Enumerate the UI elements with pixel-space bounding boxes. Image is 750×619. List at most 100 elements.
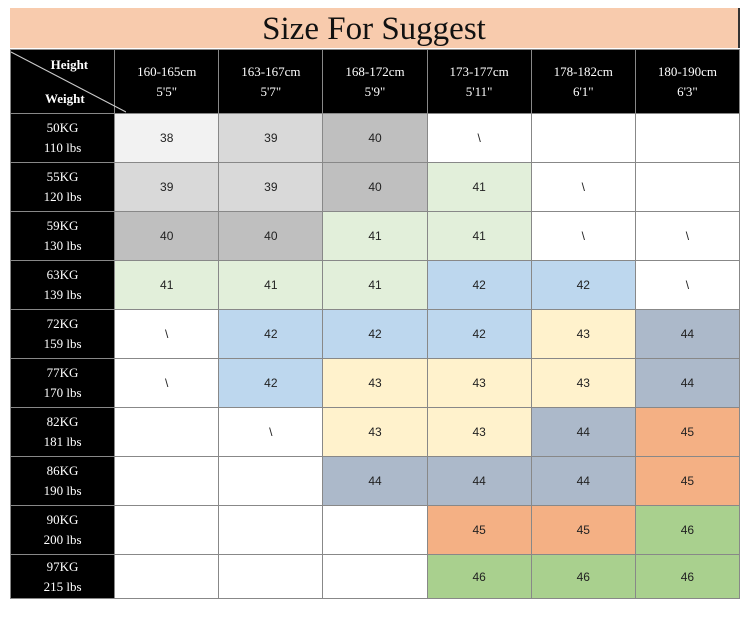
- column-header: 180-190cm 6'3": [634, 49, 741, 114]
- weight-lbs: 159 lbs: [43, 336, 82, 351]
- size-cell: 42: [530, 260, 636, 310]
- size-cell: [322, 554, 428, 599]
- page-title: Size For Suggest: [10, 8, 740, 48]
- height-cm: 160-165cm: [137, 63, 197, 79]
- size-cell: \: [530, 211, 636, 261]
- size-cell: 40: [322, 162, 428, 212]
- weight-header: 77KG 170 lbs: [9, 358, 116, 408]
- weight-lbs: 181 lbs: [43, 434, 82, 449]
- size-cell: 39: [114, 162, 220, 212]
- size-cell: [634, 113, 741, 163]
- column-header: 160-165cm 5'5": [114, 49, 220, 114]
- weight-lbs: 110 lbs: [43, 140, 82, 155]
- size-cell: [218, 554, 324, 599]
- size-cell: [114, 554, 220, 599]
- weight-header: 97KG 215 lbs: [9, 554, 116, 599]
- weight-header: 82KG 181 lbs: [9, 407, 116, 457]
- size-cell: [634, 162, 741, 212]
- weight-kg: 55KG: [46, 169, 79, 184]
- weight-header: 63KG 139 lbs: [9, 260, 116, 310]
- weight-header: 72KG 159 lbs: [9, 309, 116, 359]
- height-ft: 6'3": [677, 83, 698, 99]
- column-header: 168-172cm 5'9": [322, 49, 428, 114]
- height-cm: 180-190cm: [657, 63, 718, 79]
- column-header: 173-177cm 5'11": [426, 49, 532, 114]
- size-cell: \: [634, 211, 741, 261]
- size-cell: 41: [426, 211, 532, 261]
- size-cell: 42: [426, 260, 532, 310]
- weight-header: 55KG 120 lbs: [9, 162, 116, 212]
- size-cell: 39: [218, 113, 324, 163]
- size-cell: 40: [218, 211, 324, 261]
- weight-kg: 72KG: [46, 316, 79, 331]
- size-cell: [530, 113, 636, 163]
- size-cell: 41: [322, 211, 428, 261]
- weight-kg: 86KG: [46, 463, 79, 478]
- size-cell: [114, 456, 220, 506]
- table-row: 59KG 130 lbs 40 40 41 41 \ \: [9, 211, 741, 261]
- weight-kg: 90KG: [46, 512, 79, 527]
- size-cell: 46: [634, 505, 741, 555]
- size-cell: \: [114, 309, 220, 359]
- size-cell: 41: [218, 260, 324, 310]
- weight-header: 59KG 130 lbs: [9, 211, 116, 261]
- size-cell: 40: [114, 211, 220, 261]
- size-cell: 45: [634, 456, 741, 506]
- size-cell: 43: [322, 358, 428, 408]
- weight-lbs: 190 lbs: [43, 483, 82, 498]
- height-cm: 173-177cm: [449, 63, 509, 79]
- corner-cell: Height Weight: [9, 49, 126, 114]
- size-cell: 44: [634, 358, 741, 408]
- size-cell: 44: [530, 456, 636, 506]
- weight-lbs: 139 lbs: [43, 287, 82, 302]
- height-cm: 163-167cm: [241, 63, 301, 79]
- table-row: 50KG 110 lbs 38 39 40 \: [9, 113, 741, 163]
- size-cell: 44: [634, 309, 741, 359]
- weight-lbs: 130 lbs: [43, 238, 82, 253]
- weight-kg: 63KG: [46, 267, 79, 282]
- height-ft: 6'1": [572, 83, 594, 99]
- height-ft: 5'7": [260, 83, 282, 99]
- weight-kg: 77KG: [46, 365, 79, 380]
- weight-lbs: 200 lbs: [43, 532, 82, 547]
- size-cell: 43: [530, 309, 636, 359]
- table-row: 77KG 170 lbs \ 42 43 43 43 44: [9, 358, 741, 408]
- size-cell: \: [426, 113, 532, 163]
- table-row: 97KG 215 lbs 46 46 46: [9, 554, 741, 599]
- size-cell: 40: [322, 113, 428, 163]
- height-label: Height: [50, 57, 89, 72]
- weight-label: Weight: [45, 91, 85, 106]
- table-row: 86KG 190 lbs 44 44 44 45: [9, 456, 741, 506]
- weight-header: 50KG 110 lbs: [9, 113, 116, 163]
- size-cell: [218, 456, 324, 506]
- size-cell: 45: [634, 407, 741, 457]
- height-ft: 5'11": [465, 83, 493, 99]
- size-cell: 44: [322, 456, 428, 506]
- table-row: 90KG 200 lbs 45 45 46: [9, 505, 741, 555]
- size-cell: 46: [530, 554, 636, 599]
- weight-kg: 50KG: [46, 120, 79, 135]
- size-cell: \: [218, 407, 324, 457]
- height-cm: 168-172cm: [345, 63, 405, 79]
- weight-kg: 82KG: [46, 414, 79, 429]
- size-cell: \: [530, 162, 636, 212]
- table-row: 63KG 139 lbs 41 41 41 42 42 \: [9, 260, 741, 310]
- weight-kg: 59KG: [46, 218, 79, 233]
- header-row: Height Weight 160-165cm 5'5" 163-167cm 5'7" 16…: [9, 49, 741, 114]
- size-cell: 42: [218, 358, 324, 408]
- size-cell: 42: [218, 309, 324, 359]
- size-cell: \: [114, 358, 220, 408]
- weight-header: 90KG 200 lbs: [9, 505, 116, 555]
- size-cell: 43: [426, 407, 532, 457]
- height-ft: 5'9": [364, 83, 386, 99]
- size-cell: [322, 505, 428, 555]
- size-cell: \: [634, 260, 741, 310]
- size-cell: [218, 505, 324, 555]
- size-cell: 41: [114, 260, 220, 310]
- size-cell: 41: [322, 260, 428, 310]
- size-cell: [114, 505, 220, 555]
- size-cell: 45: [426, 505, 532, 555]
- weight-header: 86KG 190 lbs: [9, 456, 116, 506]
- weight-lbs: 170 lbs: [43, 385, 82, 400]
- size-cell: 42: [322, 309, 428, 359]
